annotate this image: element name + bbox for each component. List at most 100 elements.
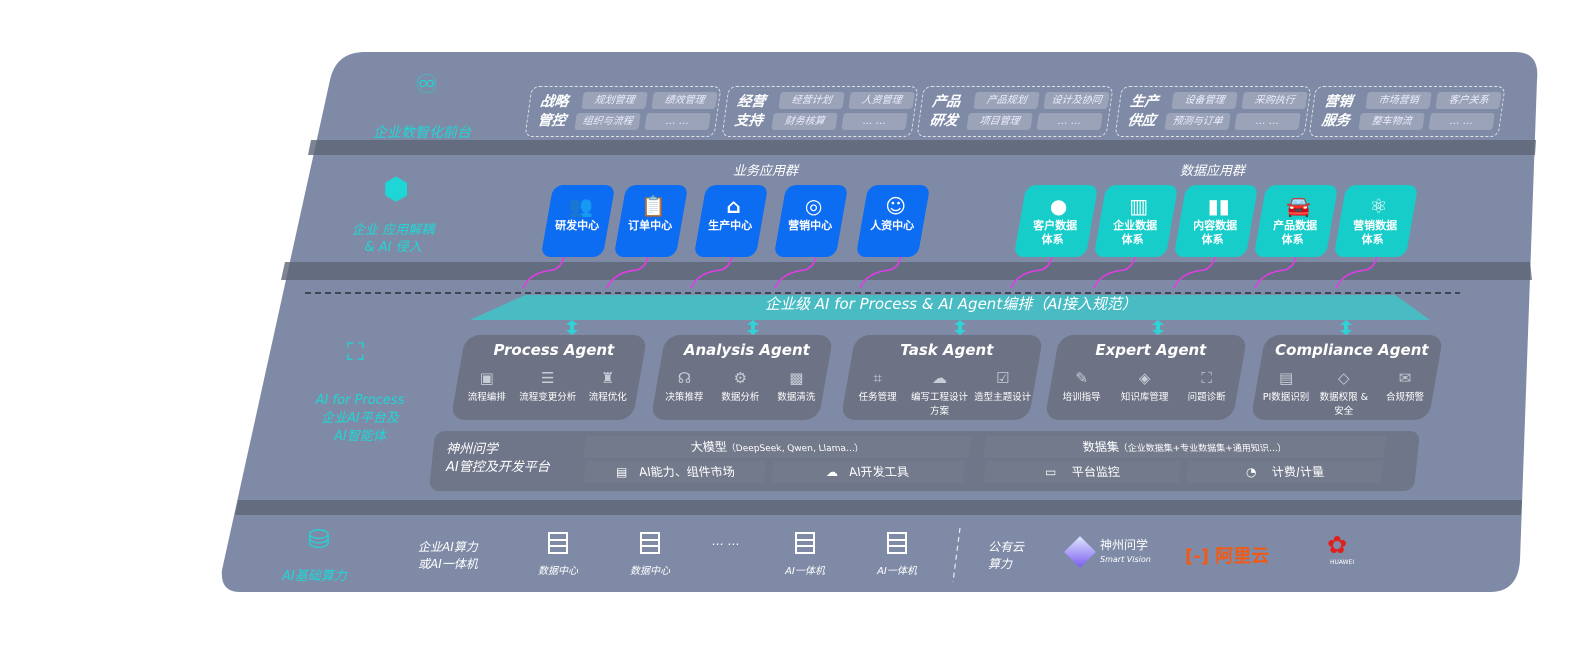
capability-icon: ▩ <box>789 369 804 387</box>
tier4-label: AI基础算力 <box>282 569 347 584</box>
group-chip[interactable]: … … <box>841 113 908 130</box>
agent-name: Task Agent <box>900 341 994 359</box>
business-app-card[interactable]: ☺ 人资中心 <box>855 185 931 257</box>
component-market[interactable]: ▤ AI能力、组件市场 <box>583 461 767 483</box>
data-app-card[interactable]: ▮▮ 内容数据 体系 <box>1173 185 1259 257</box>
server-item: AI一体机 <box>775 532 835 577</box>
model-row: 大模型（DeepSeek, Qwen, Llama...） <box>583 436 972 458</box>
tier1-group: 战略 管控 规划管理 绩效管理 组织与流程… … <box>524 86 722 137</box>
data-app-card[interactable]: ▥ 企业数据 体系 <box>1093 185 1179 257</box>
agent-card[interactable]: Process Agent ▣ 流程编排 ☰ 流程变更分析 ♜ 流程优化 <box>450 335 648 420</box>
capability-icon: ♜ <box>601 369 615 387</box>
agent-capability[interactable]: ▣ 流程编排 <box>457 367 517 403</box>
agent-name: Expert Agent <box>1095 341 1207 359</box>
building-icon: ▥ <box>1129 194 1149 218</box>
group-chip[interactable]: 财务核算 <box>771 113 838 130</box>
database-icon: ⛁ <box>308 525 330 555</box>
group-chip[interactable]: 采购执行 <box>1241 92 1308 109</box>
group-chip[interactable]: 设备管理 <box>1171 92 1238 109</box>
agent-capability[interactable]: ◇ 数据权限 & 安全 <box>1315 367 1374 417</box>
agent-capability[interactable]: ✎ 培训指导 <box>1051 367 1113 403</box>
group-chip[interactable]: 经营计划 <box>778 92 845 109</box>
tier1-group: 营销 服务 市场营销 客户关系 整车物流… … <box>1308 86 1506 137</box>
server-icon <box>887 532 907 554</box>
server-icon <box>640 532 660 554</box>
group-chip[interactable]: 产品规划 <box>973 92 1040 109</box>
group-chip[interactable]: 市场营销 <box>1365 92 1432 109</box>
capability-icon: ☁ <box>931 369 947 387</box>
group-chip[interactable]: … … <box>1036 113 1103 130</box>
brain-icon: ♾ <box>415 70 439 100</box>
dataset-row: 数据集（企业数据集+专业数据集+通用知识...） <box>983 436 1387 458</box>
group-chip[interactable]: … … <box>1428 113 1495 130</box>
server-icon <box>548 532 568 554</box>
agent-capability[interactable]: ◈ 知识库管理 <box>1113 367 1175 403</box>
data-app-card[interactable]: ⚛ 营销数据 体系 <box>1333 185 1419 257</box>
group-chip[interactable]: 项目管理 <box>966 113 1033 130</box>
agent-capability[interactable]: ✉ 合规预警 <box>1375 367 1434 403</box>
car-icon: 🚘 <box>1286 194 1312 218</box>
agent-card[interactable]: Task Agent ⌗ 任务管理 ☁ 编写工程设计方案 ☑ 造型主题设计 <box>840 335 1044 420</box>
agent-capability[interactable]: ☊ 决策推荐 <box>657 367 712 403</box>
group-chip[interactable]: 整车物流 <box>1358 113 1425 130</box>
group-chip[interactable]: 设计及协同 <box>1043 92 1110 109</box>
business-app-card[interactable]: ⌂ 生产中心 <box>693 185 769 257</box>
tier2-label: 企业 应用解耦 & AI 侵入 <box>352 223 435 255</box>
agent-capability[interactable]: ☁ 编写工程设计方案 <box>908 367 970 417</box>
bidirectional-arrow-icon <box>954 320 966 335</box>
shenzhou-logo: 神州问学 Smart Vision <box>1100 538 1151 565</box>
group-chip[interactable]: 组织与流程 <box>574 113 641 130</box>
data-app-card[interactable]: ● 客户数据 体系 <box>1013 185 1099 257</box>
billing[interactable]: ◔ 计费/计量 <box>1185 461 1384 483</box>
capability-icon: ◈ <box>1138 369 1151 387</box>
group-chip[interactable]: … … <box>1234 113 1301 130</box>
group-chip[interactable]: 绩效管理 <box>651 92 718 109</box>
agent-capability[interactable]: ☰ 流程变更分析 <box>518 369 576 403</box>
tier1-label: 企业数智化前台 <box>373 125 471 141</box>
agent-capability[interactable]: ☑ 造型主题设计 <box>972 367 1034 403</box>
bidirectional-arrow-icon <box>1152 320 1164 335</box>
agent-card[interactable]: Expert Agent ✎ 培训指导 ◈ 知识库管理 ⛶ 问题诊断 <box>1044 335 1248 420</box>
group-chip[interactable]: 规划管理 <box>581 92 648 109</box>
agent-card[interactable]: Analysis Agent ☊ 决策推荐 ⚙ 数据分析 ▩ 数据清洗 <box>650 335 834 420</box>
group-chip[interactable]: 客户关系 <box>1435 92 1502 109</box>
capability-icon: ☑ <box>996 369 1010 387</box>
business-app-card[interactable]: ◎ 营销中心 <box>773 185 849 257</box>
agent-card[interactable]: Compliance Agent ▤ PI数据识别 ◇ 数据权限 & 安全 ✉ 合规预警 <box>1250 335 1444 420</box>
clipboard-icon: 📋 <box>641 194 667 218</box>
business-app-card[interactable]: 📋 订单中心 <box>613 185 689 257</box>
capability-icon: ◇ <box>1338 369 1350 387</box>
group-title: 经营 支持 <box>733 94 767 129</box>
agent-capability[interactable]: ⌗ 任务管理 <box>847 367 909 403</box>
agent-capability[interactable]: ⚙ 数据分析 <box>713 367 768 403</box>
agent-capability[interactable]: ♜ 流程优化 <box>578 367 638 403</box>
capability-icon: ⚙ <box>733 369 748 387</box>
server-icon <box>795 532 815 554</box>
user-icon: ● <box>1049 194 1068 218</box>
tier1-group: 生产 供应 设备管理 采购执行 预测与订单… … <box>1114 86 1312 137</box>
group-chip[interactable]: … … <box>644 113 711 130</box>
ellipsis: … … <box>712 534 740 548</box>
agent-capability[interactable]: ▤ PI数据识别 <box>1257 367 1316 403</box>
group-chip[interactable]: 人资管理 <box>848 92 915 109</box>
group-title: 战略 管控 <box>536 94 570 129</box>
capability-icon: ⌗ <box>873 369 882 387</box>
huawei-logo: HUAWEI <box>1330 559 1355 566</box>
business-app-card[interactable]: 👥 研发中心 <box>540 185 616 257</box>
agent-capability[interactable]: ▩ 数据清洗 <box>769 367 824 403</box>
orchestration-title: 企业级 AI for Process & AI Agent编排（AI接入规范） <box>765 295 1137 313</box>
bidirectional-arrow-icon <box>747 320 759 335</box>
target-icon: ◎ <box>804 194 823 218</box>
agent-capability[interactable]: ⛶ 问题诊断 <box>1176 367 1238 403</box>
group-title: 营销 服务 <box>1320 94 1354 129</box>
tier3-label: AI for Process 企业AI平台及 AI智能体 <box>315 393 405 444</box>
team-icon: 👥 <box>568 194 594 218</box>
group-chip[interactable]: 预测与订单 <box>1164 113 1231 130</box>
capability-icon: ✉ <box>1398 369 1411 387</box>
ai-dev-tools[interactable]: ☁ AI开发工具 <box>770 461 966 483</box>
books-icon: ▮▮ <box>1207 194 1230 218</box>
network-node-icon: ⬢ <box>383 172 410 207</box>
platform-monitor[interactable]: ▭ 平台监控 <box>983 461 1182 483</box>
capability-icon: ▤ <box>1278 369 1294 387</box>
data-app-card[interactable]: 🚘 产品数据 体系 <box>1253 185 1339 257</box>
